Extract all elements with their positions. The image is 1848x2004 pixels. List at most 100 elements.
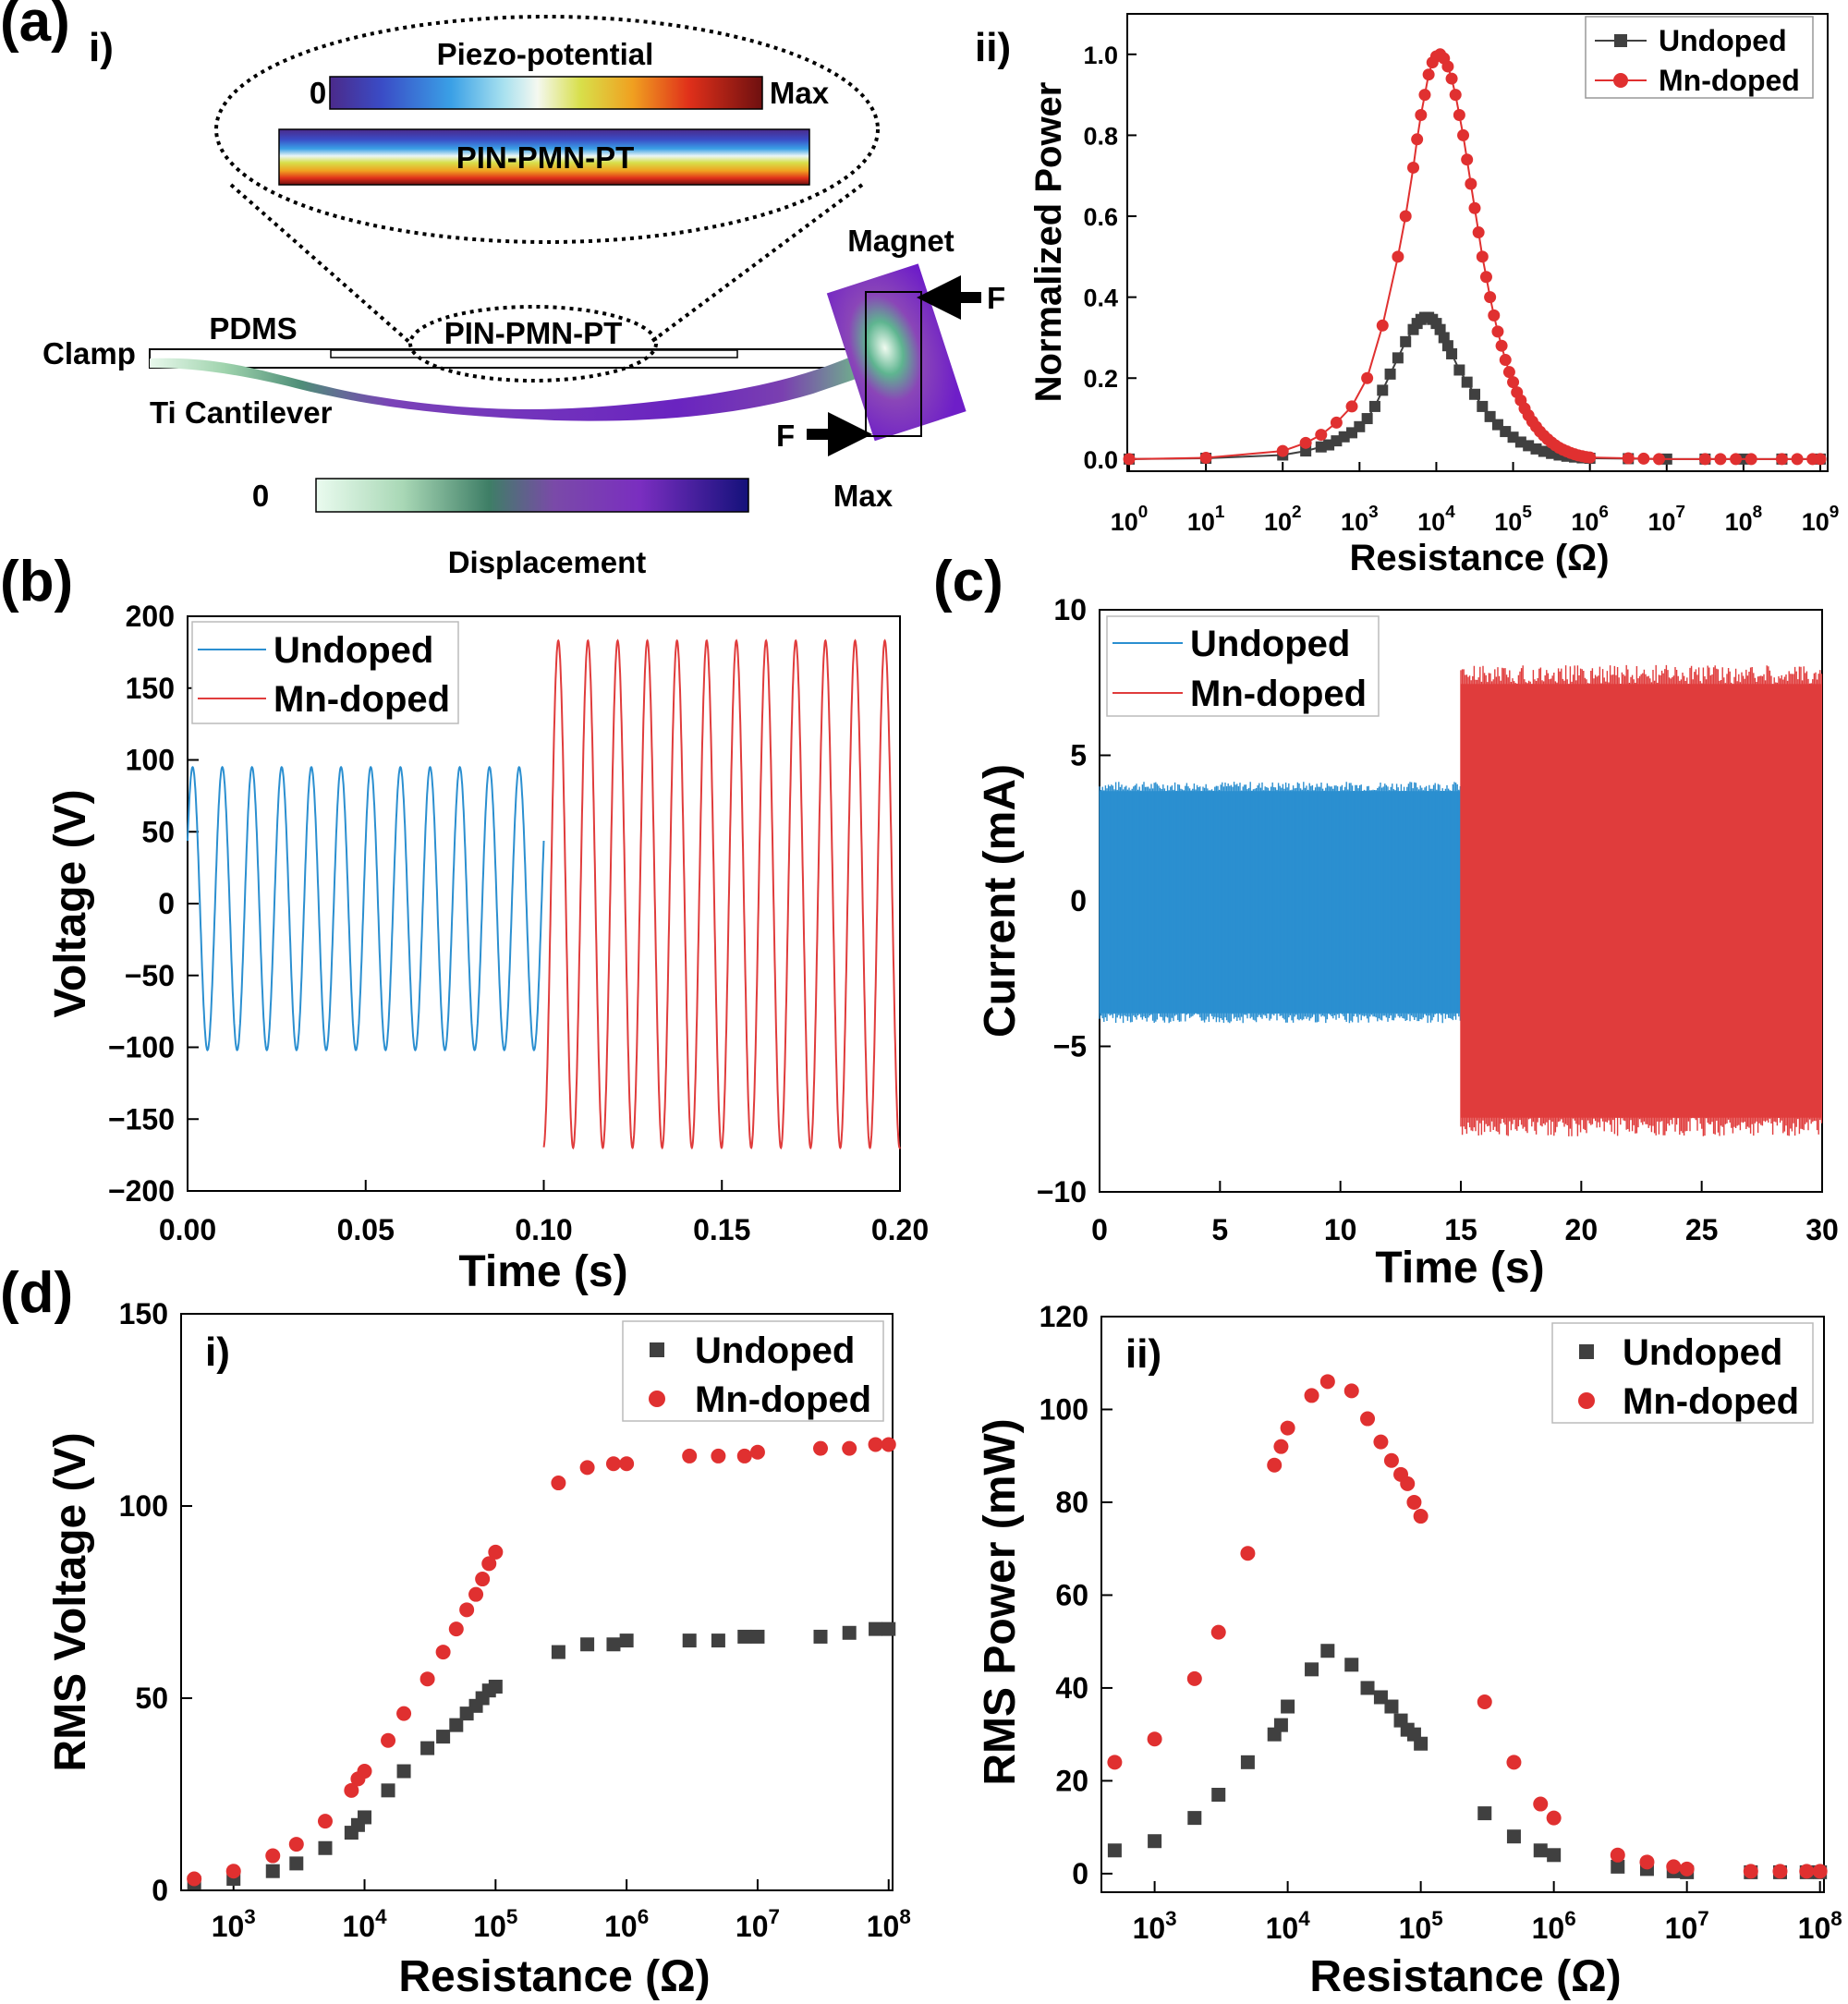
y-tick-label-a-ii-2: 0.4	[1083, 285, 1118, 312]
point-d-ii-undoped-0	[1107, 1843, 1122, 1858]
point-a-ii-mn-32	[1488, 309, 1501, 322]
legend-marker-undoped-d-i	[650, 1342, 664, 1357]
chart-c: (c) Current (mA) Time (s) 0 5 10 15 20 25 30 −1…	[933, 550, 1839, 1293]
point-d-ii-mn-10	[1343, 1383, 1359, 1399]
point-a-ii-mn-7	[1361, 371, 1374, 384]
legend-marker-undoped-d-ii	[1579, 1344, 1594, 1359]
point-d-ii-mn-13	[1383, 1452, 1399, 1468]
legend-box-c	[1106, 615, 1380, 717]
y-tick-label-d-i-3: 150	[119, 1297, 168, 1330]
point-a-ii-mn-68	[1814, 453, 1827, 466]
subpanel-label-d-i: i)	[205, 1330, 230, 1375]
series-signal-c-undoped	[1099, 782, 1462, 1024]
point-a-ii-mn-27	[1468, 201, 1481, 214]
point-d-i-undoped-11	[436, 1730, 451, 1744]
x-tick-label-d-ii-3: 106	[1532, 1907, 1576, 1945]
displacement-scale-min: 0	[252, 479, 269, 513]
y-tick-label-b-5: 50	[141, 815, 175, 848]
point-d-ii-undoped-13	[1384, 1699, 1399, 1714]
piezo-potential-title: Piezo-potential	[437, 37, 654, 71]
point-d-ii-mn-26	[1743, 1864, 1758, 1879]
point-d-ii-undoped-7	[1281, 1699, 1295, 1714]
point-a-ii-mn-20	[1441, 60, 1454, 73]
chart-d-i: (d) i) RMS Voltage (V) Resistance (Ω) 10…	[0, 1261, 911, 2001]
x-tick-label-c-2: 10	[1324, 1213, 1357, 1246]
point-a-ii-mn-66	[1791, 453, 1804, 466]
x-tick-label-a-ii-6: 106	[1571, 503, 1609, 536]
point-d-ii-mn-0	[1107, 1755, 1123, 1770]
x-tick-label-d-i-3: 106	[604, 1905, 649, 1943]
legend-undoped-a-ii: Undoped	[1659, 24, 1787, 57]
point-a-ii-mn-59	[1637, 452, 1650, 465]
series-line-b-undoped	[187, 765, 545, 1052]
zoom-line-left	[229, 183, 413, 346]
legend-b: Undoped Mn-doped	[191, 621, 459, 724]
force-label-top: F	[987, 281, 1005, 315]
point-a-ii-mn-31	[1484, 291, 1497, 304]
point-a-ii-mn-13	[1415, 109, 1428, 122]
x-tick-label-d-ii-5: 108	[1798, 1907, 1842, 1945]
point-d-ii-mn-11	[1360, 1411, 1376, 1427]
point-a-ii-mn-25	[1461, 153, 1474, 166]
x-tick-label-b-0: 0.00	[159, 1213, 216, 1246]
series-line-a-ii-undoped	[1128, 316, 1820, 460]
legend-marker-undoped-a-ii	[1614, 34, 1627, 47]
point-d-ii-mn-18	[1477, 1694, 1492, 1710]
piezo-small-ellipse	[408, 305, 658, 383]
magnet	[826, 263, 967, 442]
point-d-i-undoped-4	[318, 1840, 333, 1855]
x-tick-label-c-5: 25	[1685, 1213, 1719, 1246]
x-tick-label-c-3: 15	[1444, 1213, 1477, 1246]
y-tick-label-d-i-0: 0	[152, 1874, 168, 1907]
subpanel-label-a-ii: ii)	[975, 25, 1011, 70]
point-d-ii-undoped-3	[1211, 1787, 1226, 1802]
piezo-scale-min: 0	[310, 76, 326, 110]
point-d-ii-undoped-4	[1240, 1755, 1255, 1769]
y-tick-label-b-2: −100	[108, 1031, 175, 1064]
point-a-ii-mn-65	[1775, 453, 1788, 466]
point-d-i-undoped-26	[813, 1629, 828, 1644]
panel-a-schematic: (a) i) Piezo-potential 0 Max PIN-PMN-PT …	[0, 0, 1005, 579]
point-a-ii-undoped-29	[1469, 388, 1480, 400]
y-axis-label-b: Voltage (V)	[46, 789, 95, 1017]
point-a-ii-mn-21	[1445, 72, 1458, 85]
legend-undoped-d-ii: Undoped	[1623, 1332, 1782, 1373]
point-d-i-mn-19	[579, 1460, 595, 1476]
subpanel-label-d-ii: ii)	[1125, 1331, 1161, 1377]
point-a-ii-mn-34	[1495, 339, 1508, 352]
point-d-i-undoped-20	[606, 1637, 621, 1652]
point-d-i-mn-20	[605, 1456, 621, 1472]
point-d-i-mn-28	[868, 1437, 883, 1452]
point-a-ii-mn-64	[1745, 453, 1757, 466]
point-d-i-mn-11	[435, 1645, 451, 1660]
piezo-colorbar	[329, 76, 763, 110]
point-d-i-mn-26	[813, 1440, 829, 1456]
x-axis-label-d-i: Resistance (Ω)	[398, 1952, 710, 2001]
marks-b	[187, 638, 901, 1150]
material-label: PIN-PMN-PT	[456, 140, 635, 175]
point-d-ii-undoped-12	[1373, 1690, 1388, 1705]
y-tick-label-d-ii-4: 80	[1055, 1486, 1088, 1519]
point-a-ii-mn-9	[1392, 250, 1404, 263]
legend-c: Undoped Mn-doped	[1106, 615, 1380, 717]
point-d-ii-undoped-10	[1344, 1658, 1359, 1672]
point-d-i-undoped-18	[551, 1645, 565, 1659]
point-d-ii-undoped-21	[1547, 1848, 1562, 1863]
legend-undoped-d-i: Undoped	[695, 1330, 855, 1371]
point-d-i-undoped-17	[488, 1680, 503, 1694]
y-tick-label-a-ii-0: 0.0	[1083, 446, 1118, 474]
x-tick-label-d-ii-2: 105	[1399, 1907, 1443, 1945]
point-a-ii-undoped-14	[1392, 352, 1404, 364]
clamp-label: Clamp	[43, 336, 136, 370]
point-d-i-mn-2	[265, 1848, 281, 1864]
point-d-i-mn-3	[288, 1837, 304, 1852]
y-tick-label-d-ii-1: 20	[1055, 1764, 1088, 1797]
x-tick-label-a-ii-8: 108	[1725, 503, 1763, 536]
y-axis-label-a-ii: Normalized Power	[1028, 82, 1069, 403]
chart-b: (b) Voltage (V) Time (s) 0.00 0.05 0.10 0.1…	[0, 550, 929, 1296]
point-a-ii-undoped-28	[1461, 376, 1473, 388]
point-d-i-undoped-24	[737, 1629, 752, 1644]
point-a-ii-mn-22	[1449, 89, 1462, 102]
point-a-ii-mn-11	[1407, 161, 1420, 174]
